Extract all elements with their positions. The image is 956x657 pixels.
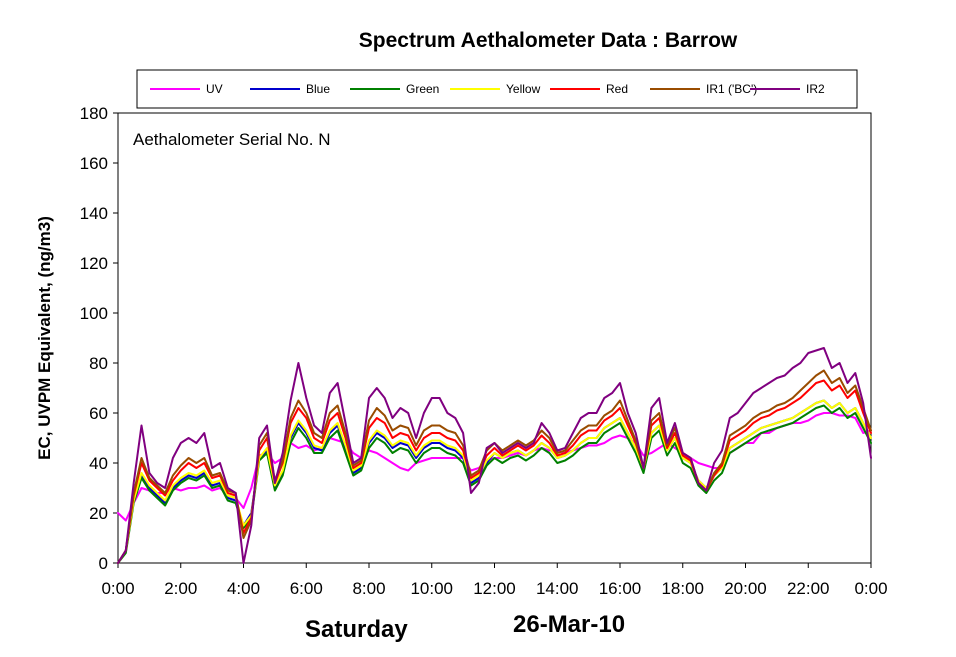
x-tick-label: 14:00 (536, 579, 579, 598)
x-axis-day-label: Saturday (305, 616, 408, 643)
y-tick-label: 160 (80, 154, 108, 173)
x-tick-label: 22:00 (787, 579, 830, 598)
x-axis-date-label: 26-Mar-10 (513, 611, 625, 638)
legend-label: IR1 ('BC') (706, 82, 757, 96)
y-tick-label: 100 (80, 304, 108, 323)
y-tick-label: 120 (80, 254, 108, 273)
chart-title: Spectrum Aethalometer Data : Barrow (359, 29, 738, 52)
chart-annotation: Aethalometer Serial No. N (133, 130, 330, 149)
x-tick-label: 20:00 (724, 579, 767, 598)
series-line-6 (117, 347, 872, 564)
y-tick-label: 60 (89, 404, 108, 423)
y-tick-label: 140 (80, 204, 108, 223)
x-tick-label: 6:00 (290, 579, 323, 598)
x-tick-label: 18:00 (661, 579, 704, 598)
x-tick-label: 0:00 (854, 579, 887, 598)
legend-label: Green (406, 82, 439, 96)
x-axis: 0:00 2:00 4:00 6:00 8:00 10:00 12:00 14:00 16:00… (101, 563, 888, 598)
y-tick-label: 180 (80, 104, 108, 123)
legend-label: Blue (306, 82, 330, 96)
y-axis-label: EC, UVPM Equivalent, (ng/m3) (35, 216, 54, 460)
series-line-2 (117, 404, 872, 564)
x-tick-label: 10:00 (410, 579, 453, 598)
series-lines (117, 347, 872, 564)
x-tick-label: 2:00 (164, 579, 197, 598)
y-tick-label: 40 (89, 454, 108, 473)
legend-label: Red (606, 82, 628, 96)
y-tick-label: 0 (99, 554, 108, 573)
legend-label: IR2 (806, 82, 825, 96)
series-line-3 (117, 399, 872, 564)
legend: UV Blue Green Yellow Red IR1 ('BC') IR2 (136, 69, 858, 109)
x-tick-label: 4:00 (227, 579, 260, 598)
y-axis: 0 20 40 60 80 100 120 140 160 180 (80, 104, 118, 573)
y-tick-label: 80 (89, 354, 108, 373)
legend-label: Yellow (506, 82, 541, 96)
y-tick-label: 20 (89, 504, 108, 523)
plot-area (117, 112, 872, 564)
x-tick-label: 8:00 (352, 579, 385, 598)
x-tick-label: 0:00 (101, 579, 134, 598)
legend-label: UV (206, 82, 223, 96)
x-tick-label: 16:00 (599, 579, 642, 598)
x-tick-label: 12:00 (473, 579, 516, 598)
